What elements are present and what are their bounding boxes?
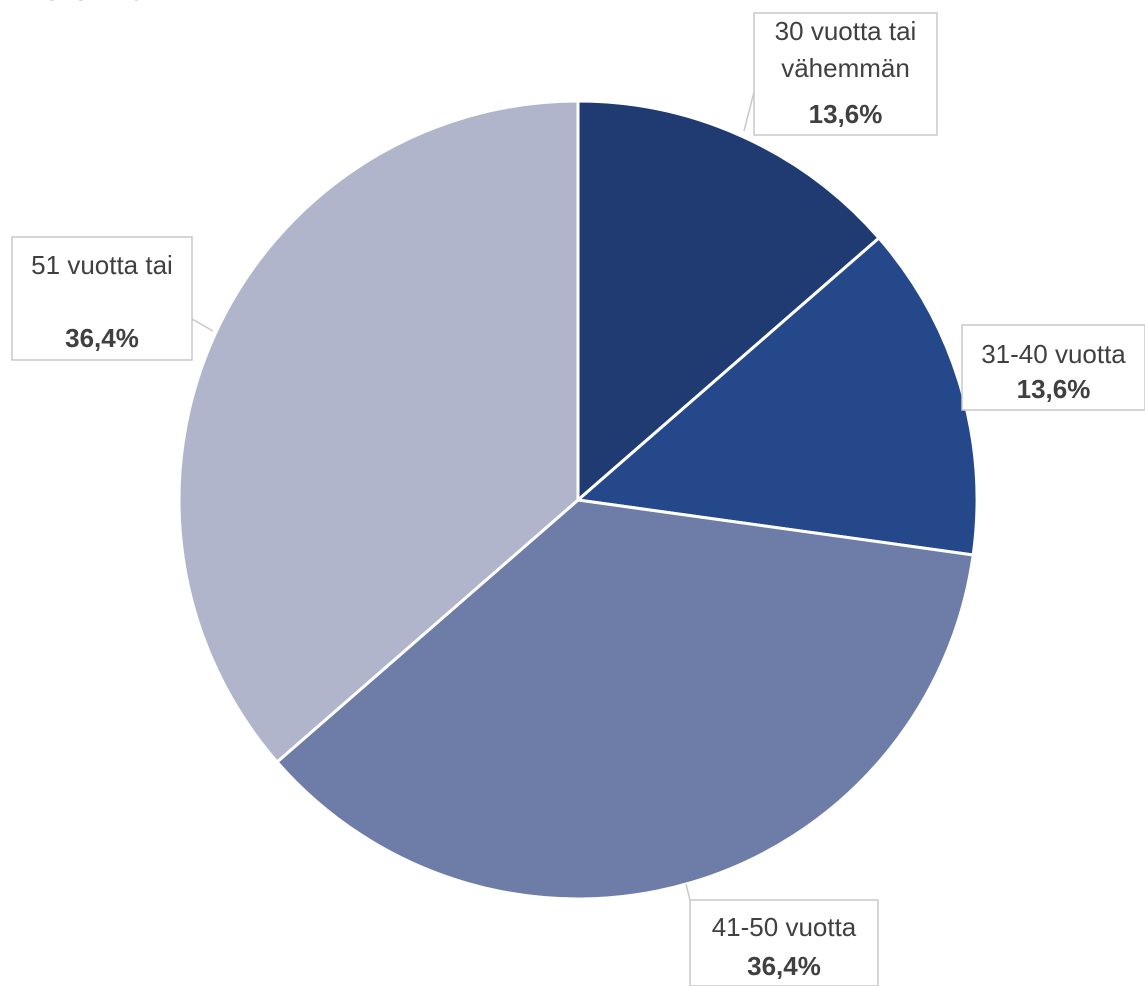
- data-label-2: 31-40 vuotta 13,6%: [961, 324, 1145, 411]
- leader-line: [743, 91, 755, 132]
- data-label-box: [11, 236, 193, 361]
- category-label: 51 vuotta tai: [31, 250, 173, 280]
- value-label: 13,6%: [809, 99, 883, 129]
- data-label-box: [689, 899, 879, 986]
- category-label: 31-40 vuotta: [981, 339, 1126, 369]
- pie-slice-2: [576, 236, 979, 557]
- value-label: 36,4%: [65, 323, 139, 353]
- pie-slice-1: [576, 99, 881, 502]
- data-label-1: 30 vuotta tai vähemmän 13,6%: [743, 12, 938, 136]
- leader-line: [685, 883, 691, 901]
- category-label: 30 vuotta tai: [775, 16, 917, 46]
- data-labels: 30 vuotta tai vähemmän 13,6% 31-40 vuotta 13…: [11, 0, 1145, 986]
- value-label: 13,6%: [1017, 374, 1091, 404]
- data-label-3: 41-50 vuotta 36,4%: [685, 883, 879, 986]
- category-label: 41-50 vuotta: [712, 912, 857, 942]
- category-label: enemmän: [44, 0, 160, 6]
- pie-slices: [177, 99, 979, 901]
- pie-slice-3: [275, 498, 975, 901]
- value-label: 36,4%: [747, 951, 821, 981]
- data-label-box: [961, 324, 1145, 411]
- leader-line: [191, 318, 214, 332]
- category-label: vähemmän: [781, 53, 910, 83]
- pie-slice-4: [177, 99, 580, 764]
- data-label-4: 51 vuotta tai enemmän 36,4%: [11, 0, 214, 361]
- data-label-box: [753, 12, 938, 136]
